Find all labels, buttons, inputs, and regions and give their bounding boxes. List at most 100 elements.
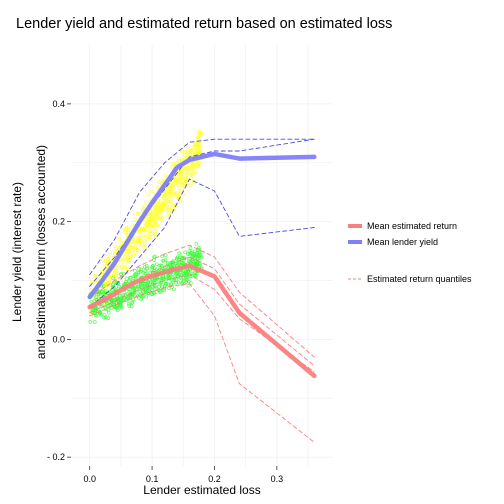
- scatter-point: [154, 262, 159, 267]
- scatter-point: [178, 200, 183, 204]
- scatter-point: [126, 301, 131, 306]
- legend-label: Estimated return quantiles: [367, 274, 472, 284]
- scatter-point: [165, 186, 170, 191]
- scatter-point: [195, 141, 200, 146]
- scatter-point: [154, 213, 158, 218]
- scatter-point: [163, 193, 167, 197]
- scatter-point: [89, 299, 94, 304]
- scatter-point: [163, 196, 168, 201]
- scatter-point: [165, 197, 170, 201]
- scatter-point: [149, 209, 153, 213]
- scatter-point: [189, 272, 194, 276]
- scatter-point: [188, 148, 192, 153]
- scatter-point: [148, 217, 153, 222]
- scatter-point: [132, 254, 136, 258]
- scatter-point: [179, 272, 184, 277]
- scatter-point: [143, 246, 147, 250]
- axes: 0.0 0.1 0.2 0.3 - 0.2 0.0 0.2 0.4: [47, 99, 283, 484]
- scatter-point: [101, 284, 106, 289]
- scatter-point: [167, 211, 172, 215]
- scatter-point: [196, 246, 201, 250]
- scatter-point: [123, 255, 128, 259]
- scatter-point: [119, 305, 124, 310]
- scatter-point: [151, 263, 155, 268]
- scatter-point: [142, 228, 147, 233]
- scatter-point: [135, 248, 140, 252]
- scatter-point: [128, 250, 133, 255]
- scatter-point: [106, 257, 111, 261]
- quantile-line-6: [89, 283, 315, 443]
- scatter-point: [165, 194, 170, 199]
- scatter-point: [133, 251, 138, 255]
- scatter-point: [156, 185, 160, 189]
- y-tick-label: 0.2: [52, 217, 65, 227]
- scatter-point: [172, 287, 176, 292]
- scatter-point: [180, 174, 185, 179]
- scatter-point: [136, 270, 141, 275]
- y-tick-label: 0.4: [52, 99, 65, 109]
- scatter-point: [184, 173, 189, 177]
- scatter-point: [143, 239, 147, 243]
- scatter-point: [132, 273, 137, 277]
- scatter-point: [131, 245, 135, 250]
- scatter-point: [95, 290, 100, 295]
- scatter-point: [142, 227, 147, 231]
- scatter-point: [196, 248, 200, 252]
- scatter-point: [92, 320, 97, 324]
- scatter-point: [179, 179, 183, 184]
- scatter-point: [170, 274, 175, 279]
- scatter-point: [117, 238, 122, 242]
- scatter-point: [113, 305, 118, 310]
- scatter-point: [180, 167, 185, 171]
- scatter-point: [187, 171, 192, 175]
- scatter-point: [98, 310, 103, 315]
- scatter-point: [135, 239, 140, 244]
- scatter-point: [147, 222, 152, 227]
- scatter-point: [112, 276, 117, 280]
- scatter-point: [136, 238, 141, 243]
- scatter-point: [145, 282, 149, 287]
- y-tick-label: - 0.2: [47, 452, 65, 462]
- scatter-point: [142, 204, 147, 209]
- scatter-point: [186, 168, 191, 172]
- scatter-point: [123, 265, 128, 270]
- scatter-point: [93, 274, 98, 278]
- scatter-point: [165, 199, 170, 203]
- scatter-point: [183, 150, 188, 155]
- scatter-point: [112, 285, 116, 290]
- scatter-point: [175, 255, 180, 260]
- scatter-point: [131, 285, 135, 290]
- scatter-point: [167, 276, 171, 281]
- scatter-point: [171, 204, 176, 208]
- scatter-point: [183, 250, 188, 255]
- scatter-point: [129, 304, 134, 309]
- scatter-point: [156, 206, 160, 210]
- scatter-point: [142, 240, 147, 245]
- scatter-point: [144, 266, 149, 271]
- quantile-line-8: [89, 138, 315, 287]
- scatter-point: [179, 149, 184, 154]
- scatter-point: [130, 300, 135, 304]
- scatter-point: [109, 273, 114, 278]
- scatter-point: [92, 279, 97, 283]
- scatter-point: [169, 202, 173, 206]
- scatter-point: [133, 217, 137, 222]
- scatter-point: [195, 164, 200, 169]
- scatter-point: [172, 207, 176, 212]
- scatter-point: [157, 199, 162, 203]
- scatter-point: [188, 183, 193, 188]
- scatter-point: [144, 294, 149, 299]
- scatter-point: [190, 180, 195, 185]
- x-tick-label: 0.2: [208, 474, 221, 484]
- scatter-point: [151, 215, 155, 220]
- x-tick-label: 0.1: [146, 474, 159, 484]
- scatter-point: [155, 215, 160, 220]
- scatter-point: [143, 288, 147, 292]
- scatter-point: [102, 290, 107, 295]
- scatter-point: [174, 257, 179, 261]
- y-axis-label-line2: and estimated return (losses accounted): [34, 145, 48, 359]
- scatter-point: [146, 279, 151, 284]
- scatter-point: [144, 200, 149, 205]
- scatter-point: [172, 278, 177, 283]
- scatter-point: [98, 304, 103, 309]
